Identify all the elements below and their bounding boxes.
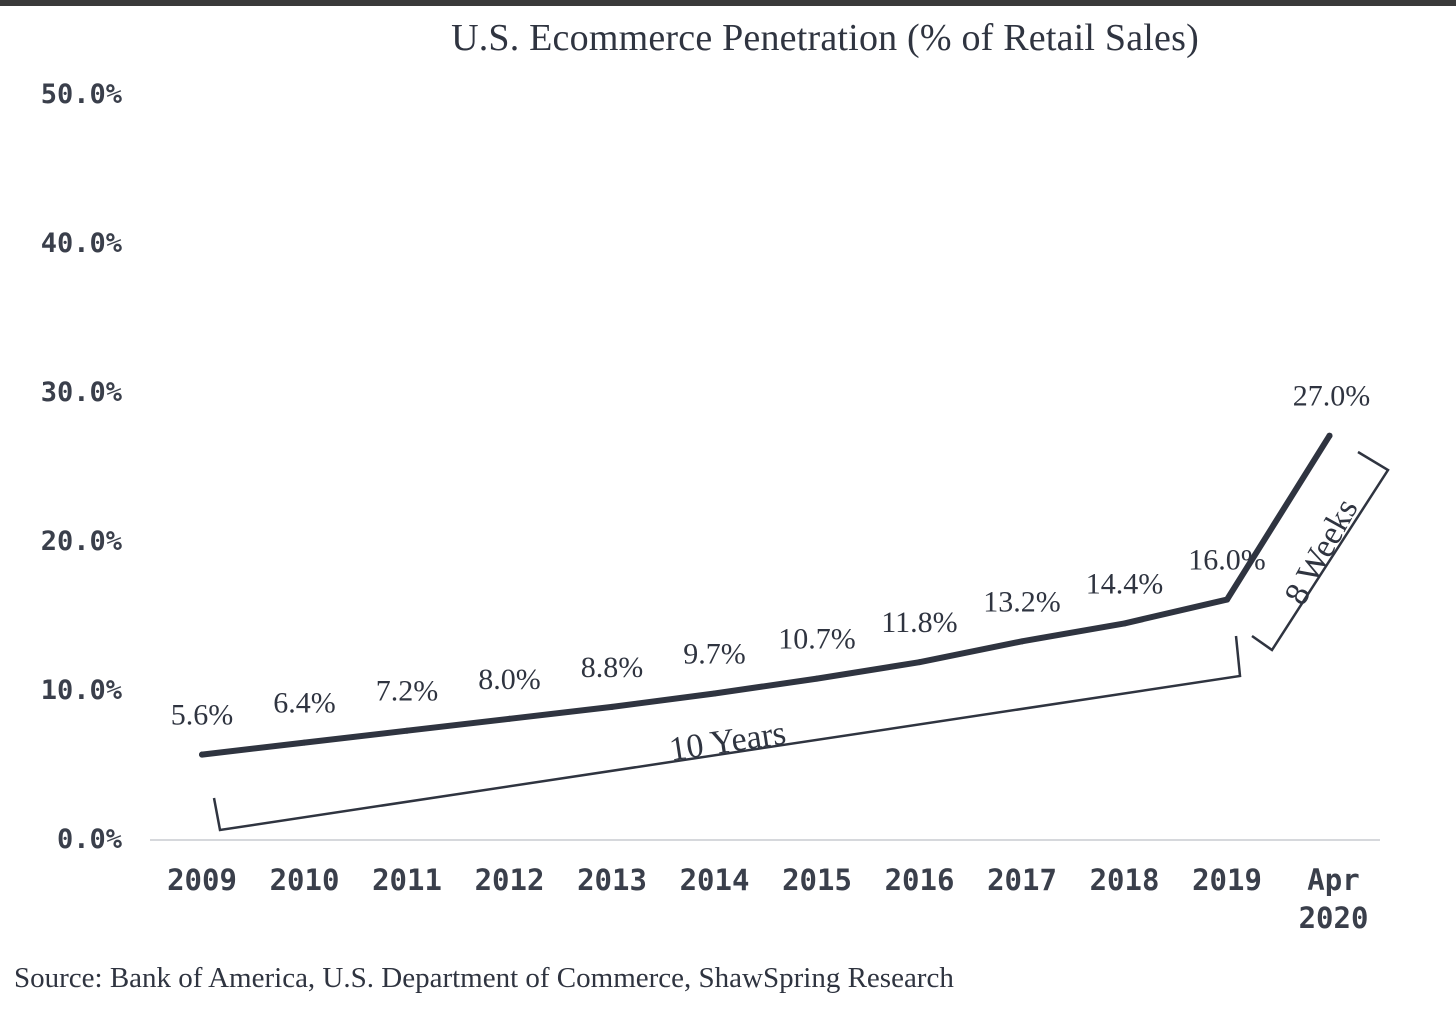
data-point	[301, 739, 308, 746]
x-tick-label: 2011	[372, 863, 442, 897]
series-line	[199, 432, 1333, 758]
eight-weeks-bracket	[1251, 450, 1390, 652]
data-label: 6.4%	[273, 687, 336, 720]
data-label: 7.2%	[376, 675, 439, 708]
y-tick-label: 20.0%	[41, 526, 123, 557]
y-tick-label: 30.0%	[41, 377, 123, 408]
x-tick-label: 2013	[577, 863, 647, 897]
x-tick-label: Apr	[1307, 863, 1359, 897]
data-point	[609, 703, 615, 710]
data-point	[1121, 620, 1128, 627]
ten-years-bracket	[212, 635, 1242, 832]
data-label: 11.8%	[881, 606, 957, 639]
data-label: 8.0%	[478, 663, 541, 696]
data-point	[711, 690, 718, 697]
data-label: 9.7%	[683, 637, 746, 670]
data-point	[199, 751, 205, 758]
x-tick-label: 2010	[270, 863, 340, 897]
eight-weeks-label: 8 Weeks	[1278, 493, 1366, 611]
data-label: 27.0%	[1293, 380, 1371, 413]
data-label: 14.4%	[1086, 567, 1164, 600]
x-tick-label: 2017	[987, 863, 1057, 897]
data-point	[814, 675, 820, 682]
data-point	[1019, 638, 1025, 645]
x-tick-label: 2016	[885, 863, 955, 897]
chart-title: U.S. Ecommerce Penetration (% of Retail …	[451, 17, 1199, 59]
data-point	[404, 727, 410, 734]
data-point	[1326, 432, 1333, 439]
data-label: 13.2%	[983, 585, 1061, 618]
data-label: 5.6%	[171, 699, 234, 732]
x-tick-label: 2014	[680, 863, 750, 897]
x-tick-label: 2019	[1192, 863, 1262, 897]
x-tick-label: 2018	[1090, 863, 1160, 897]
y-tick-label: 40.0%	[41, 228, 123, 259]
x-tick-label: 2012	[475, 863, 545, 897]
x-tick-label: 2020	[1299, 901, 1369, 935]
x-tick-label: 2015	[782, 863, 852, 897]
data-label: 10.7%	[778, 623, 856, 656]
x-tick-label: 2009	[167, 863, 237, 897]
y-tick-label: 0.0%	[57, 824, 123, 855]
data-point	[1224, 596, 1230, 603]
source-note: Source: Bank of America, U.S. Department…	[14, 962, 954, 994]
data-label: 16.0%	[1188, 544, 1266, 577]
ten-years-label: 10 Years	[667, 714, 788, 768]
y-tick-label: 10.0%	[41, 675, 123, 706]
data-point	[916, 659, 923, 666]
top-border	[0, 0, 1456, 6]
data-point	[506, 715, 513, 722]
y-tick-label: 50.0%	[41, 79, 123, 110]
data-label: 8.8%	[581, 651, 644, 684]
